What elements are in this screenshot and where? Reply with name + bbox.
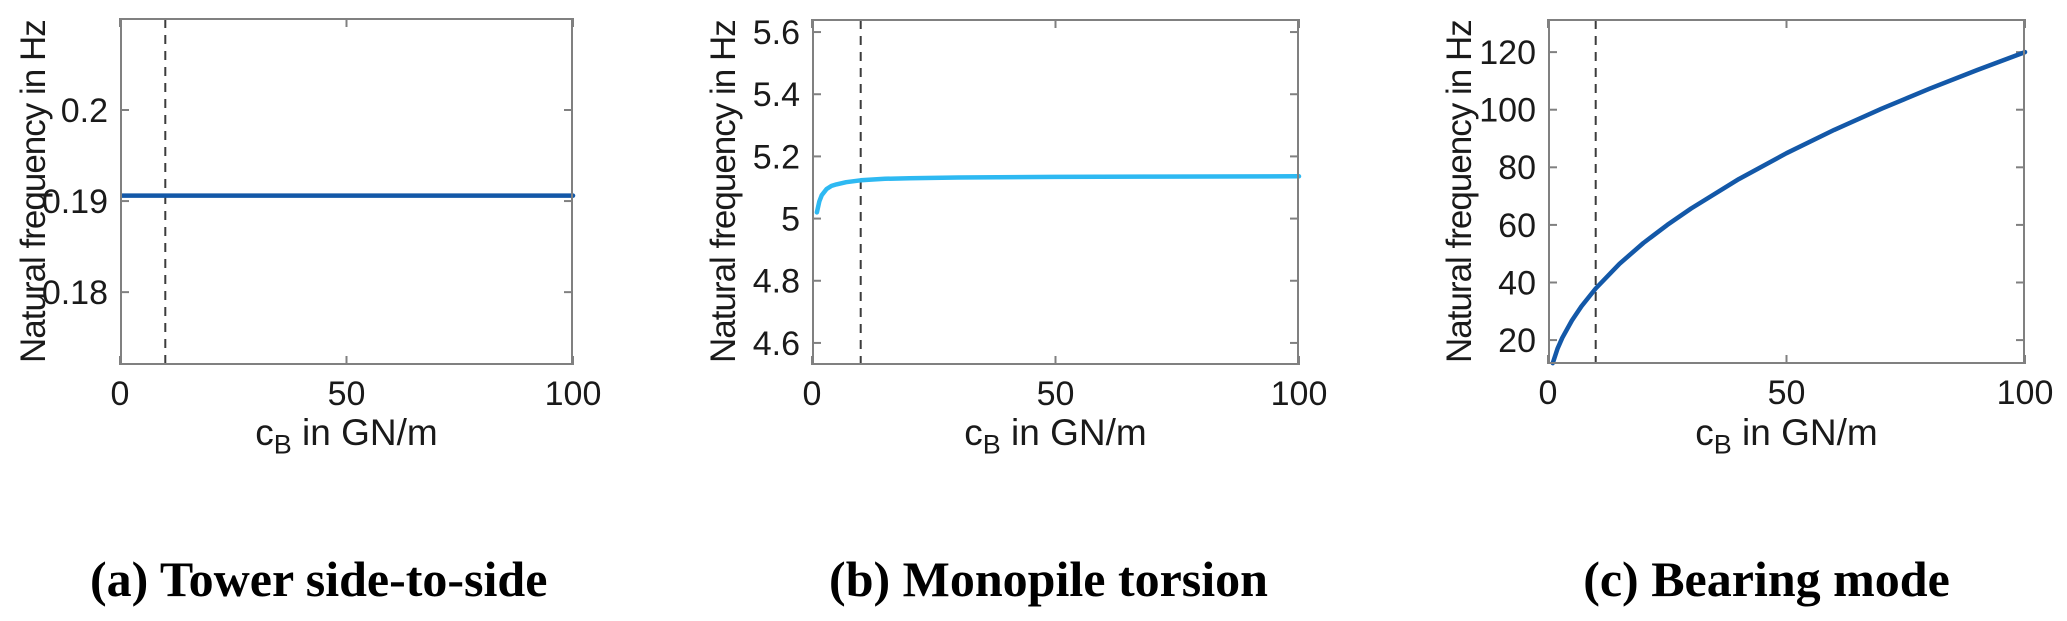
y-tick-label: 80 [1498, 149, 1536, 187]
y-tick-label: 100 [1479, 92, 1536, 130]
caption-a: (a) Tower side-to-side [90, 551, 548, 607]
x-label-symbol: c [964, 412, 983, 453]
plot-bearing-mode: 0 50 100 20 40 60 80 100 120 [1479, 19, 2053, 412]
x-tick-label: 0 [111, 375, 130, 413]
y-tick-label: 20 [1498, 322, 1536, 360]
x-label-subscript: B [1713, 429, 1732, 460]
plot-frame [1548, 19, 2025, 364]
y-tick-label: 40 [1498, 264, 1536, 302]
plot-frame [812, 19, 1299, 365]
x-label-subscript: B [982, 429, 1001, 460]
x-tick-label: 50 [1037, 375, 1075, 413]
series-line-bearing-mode-frequency [1550, 49, 2028, 366]
x-label-units: in GN/m [1731, 412, 1878, 453]
y-tick-label: 4.6 [753, 325, 800, 363]
x-axis-label-b: cB in GN/m [812, 412, 1299, 460]
plot-tower-side-to-side: 0 50 100 0.18 0.19 0.2 [42, 18, 601, 413]
x-label-units: in GN/m [291, 412, 438, 453]
y-axis-label-a: Natural frequency in Hz [14, 20, 53, 363]
y-axis-label-c: Natural frequency in Hz [1440, 20, 1479, 363]
x-label-units: in GN/m [1000, 412, 1147, 453]
y-tick-label: 60 [1498, 207, 1536, 245]
plot-frame [120, 18, 573, 365]
y-tick-label: 5 [781, 200, 800, 238]
plot-monopile-torsion: 0 50 100 4.6 4.8 5 5.2 5.4 5.6 [753, 14, 1328, 413]
x-tick-label: 100 [1271, 375, 1328, 413]
x-axis-label-a: cB in GN/m [120, 412, 573, 460]
x-tick-label: 100 [1997, 374, 2054, 412]
y-tick-label: 5.4 [753, 76, 800, 114]
y-tick-label: 0.2 [61, 92, 108, 130]
y-tick-label: 120 [1479, 34, 1536, 72]
y-tick-label: 0.19 [42, 183, 108, 221]
x-label-symbol: c [1695, 412, 1714, 453]
x-tick-label: 50 [328, 375, 366, 413]
y-tick-label: 4.8 [753, 263, 800, 301]
x-tick-label: 0 [1539, 374, 1558, 412]
y-axis-label-b: Natural frequency in Hz [704, 20, 743, 364]
x-label-symbol: c [255, 412, 274, 453]
y-tick-label: 0.18 [42, 274, 108, 312]
y-tick-label: 5.6 [753, 14, 800, 52]
x-tick-label: 0 [803, 375, 822, 413]
x-tick-label: 100 [545, 375, 602, 413]
x-axis-label-c: cB in GN/m [1548, 412, 2025, 460]
caption-b: (b) Monopile torsion [829, 551, 1268, 607]
x-label-subscript: B [273, 429, 292, 460]
series-line-monopile-torsion-frequency [814, 174, 1302, 215]
y-tick-label: 5.2 [753, 138, 800, 176]
caption-c: (c) Bearing mode [1583, 551, 1950, 607]
x-tick-label: 50 [1768, 374, 1806, 412]
